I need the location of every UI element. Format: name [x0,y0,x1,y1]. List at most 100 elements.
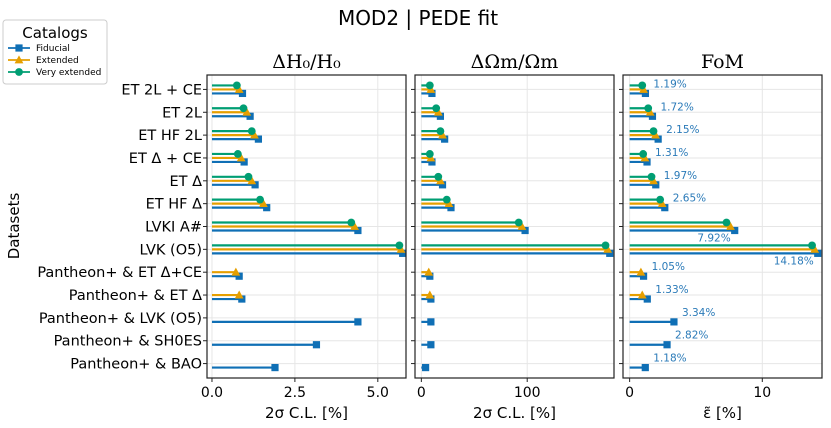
marker-extended [444,199,454,208]
marker-fiducial [670,318,678,326]
marker-very-extended [722,218,731,227]
marker-fiducial [661,204,669,212]
marker-very-extended [395,241,404,250]
value-annotation: 3.34% [682,307,715,319]
marker-fiducial [606,249,614,257]
dataset-label: ET HF Δ [146,197,202,213]
marker-very-extended [639,150,648,158]
panel-title: ΔH₀/H₀ [272,51,341,73]
marker-fiducial [428,158,436,166]
marker-very-extended [649,127,658,136]
marker-very-extended [442,195,451,204]
value-annotation: 1.05% [652,261,685,273]
marker-extended [603,244,613,253]
marker-fiducial [436,112,445,120]
marker-extended [236,153,246,162]
marker-very-extended [638,81,647,90]
x-tick-label: 0 [417,385,426,401]
value-annotation: 7.92% [697,233,730,245]
marker-fiducial [354,318,362,326]
panel-1: ΔH₀/H₀ 0.0 2.5 5.0 2σ C.L. [%] [201,51,407,422]
marker-fiducial [639,272,648,280]
marker-extended [657,199,667,208]
dataset-label: Pantheon+ & BAO [70,357,202,373]
marker-very-extended [247,127,256,136]
legend-label-extended: Extended [36,56,79,66]
legend-marker-extended [14,55,24,64]
marker-very-extended [434,172,443,181]
marker-very-extended [347,218,356,227]
value-annotation: 2.65% [673,193,706,205]
value-annotation: 1.97% [664,170,697,182]
dataset-labels: ET 2L + CE ET 2L ET HF 2L ET Δ + CE ET Δ ET H… [37,82,202,372]
legend: Catalogs Fiducial Extended Very extended [2,19,108,85]
marker-fiducial [240,158,248,166]
legend-marker-fiducial [15,44,23,52]
marker-very-extended [808,241,816,250]
value-annotation: 1.33% [655,284,688,296]
marker-extended [234,84,244,93]
marker-fiducial [254,135,263,143]
x-tick-label: 5.0 [367,385,389,401]
marker-fiducial [251,181,259,189]
marker-fiducial [641,89,650,98]
marker-very-extended [233,150,242,158]
marker-extended [636,267,646,276]
marker-fiducial [399,249,407,257]
marker-extended [637,290,647,299]
y-axis-label: Datasets [5,193,23,260]
marker-extended [250,130,259,139]
marker-extended [726,221,735,230]
dataset-label: LVKI A# [145,220,202,236]
marker-very-extended [436,127,445,136]
value-annotation: 2.15% [666,124,699,136]
value-annotation: 14.18% [774,255,814,267]
figure-title: MOD2 | PEDE fit [338,6,498,30]
x-tick-label: 10 [753,385,771,401]
dataset-label: ET Δ [169,174,202,190]
panel-2: ΔΩm/Ωm 0 100 2σ C.L. [%] [411,51,615,422]
marker-extended [436,176,445,185]
marker-very-extended [514,218,523,227]
value-annotation: 1.19% [653,78,686,90]
legend-marker-very-extended [15,68,23,76]
value-annotation: 1.31% [655,147,688,159]
legend-title: Catalogs [22,24,88,42]
x-axis-label: 2σ C.L. [%] [473,404,556,422]
legend-label-very-extended: Very extended [36,68,101,78]
marker-fiducial [427,318,435,326]
x-tick-label: 0.0 [201,385,223,401]
marker-fiducial [641,363,649,372]
value-annotation: 2.82% [675,330,708,342]
panel-title: ΔΩm/Ωm [471,51,559,73]
marker-fiducial [427,295,435,303]
marker-extended [231,267,241,276]
marker-fiducial [648,112,657,120]
marker-fiducial [438,181,447,189]
value-annotation: 1.18% [653,353,686,365]
marker-very-extended [647,172,656,181]
marker-very-extended [244,172,253,181]
marker-extended [645,107,655,116]
marker-fiducial [271,363,279,372]
x-axis-label: ε̃ [%] [703,404,742,422]
marker-very-extended [644,104,653,113]
marker-very-extended [432,104,441,113]
marker-fiducial [421,363,430,372]
marker-very-extended [232,81,241,90]
marker-extended [350,221,359,230]
marker-fiducial [238,295,246,303]
marker-extended [247,176,257,185]
marker-extended [649,176,658,185]
marker-fiducial [426,272,434,280]
x-axis-label: 2σ C.L. [%] [265,404,348,422]
dataset-label: ET 2L + CE [121,82,202,98]
marker-fiducial [663,341,671,349]
marker-extended [242,107,252,116]
legend-frame [2,19,108,85]
marker-fiducial [427,341,435,349]
x-tick-label: 100 [514,385,541,401]
marker-fiducial [654,135,662,143]
legend-label-fiducial: Fiducial [36,44,70,54]
